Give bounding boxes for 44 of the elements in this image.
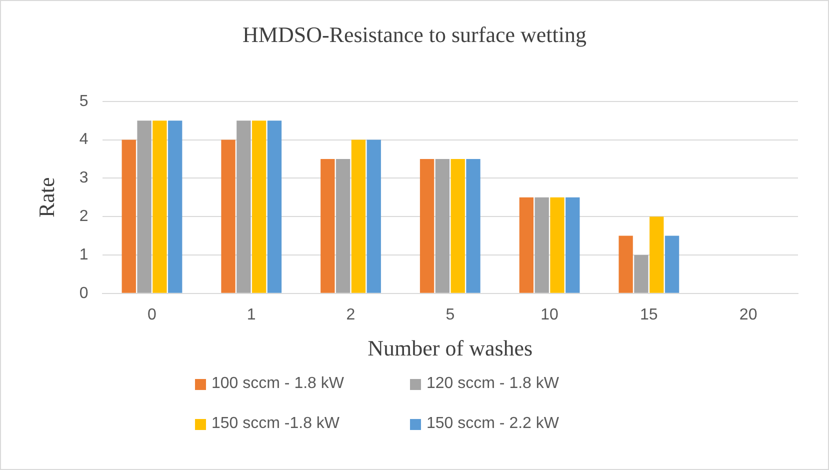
bar bbox=[420, 159, 434, 293]
bar bbox=[366, 140, 381, 293]
bar bbox=[236, 120, 251, 293]
x-tick-label: 1 bbox=[246, 306, 256, 324]
bar bbox=[618, 236, 633, 293]
bar bbox=[122, 140, 136, 293]
bar bbox=[519, 197, 534, 293]
bar bbox=[336, 159, 350, 293]
bar bbox=[351, 140, 366, 293]
bar bbox=[550, 197, 564, 293]
bar bbox=[168, 120, 182, 293]
y-tick-label: 0 bbox=[79, 284, 88, 302]
bar bbox=[450, 159, 465, 293]
x-tick-label: 15 bbox=[640, 306, 658, 324]
bar bbox=[267, 120, 282, 293]
y-tick-label: 2 bbox=[79, 208, 88, 226]
x-axis-title: Number of washes bbox=[368, 336, 533, 361]
y-tick-label: 1 bbox=[79, 246, 88, 264]
x-tick-label: 20 bbox=[739, 306, 758, 324]
y-tick-label: 3 bbox=[79, 170, 88, 187]
y-tick-label: 5 bbox=[79, 92, 88, 110]
bar bbox=[137, 120, 152, 293]
x-tick-label: 10 bbox=[540, 306, 559, 324]
bar bbox=[634, 255, 648, 293]
x-tick-label: 2 bbox=[346, 306, 356, 324]
bar bbox=[152, 120, 167, 293]
bar bbox=[650, 216, 664, 293]
bar bbox=[466, 159, 480, 293]
bar bbox=[566, 197, 580, 293]
bar bbox=[534, 197, 549, 293]
chart-title: HMDSO-Resistance to surface wetting bbox=[242, 22, 586, 47]
bar bbox=[252, 120, 266, 293]
bar bbox=[320, 159, 335, 293]
legend-label: 150 sccm -1.8 kW bbox=[212, 415, 340, 433]
y-tick-label: 4 bbox=[79, 131, 88, 148]
legend-label: 150 sccm - 2.2 kW bbox=[426, 415, 559, 433]
x-tick-label: 0 bbox=[148, 306, 157, 324]
bar bbox=[435, 159, 450, 293]
legend-label: 100 sccm - 1.8 kW bbox=[212, 375, 344, 393]
x-tick-label: 5 bbox=[446, 306, 455, 324]
bar bbox=[221, 140, 236, 293]
legend-label: 120 sccm - 1.8 kW bbox=[426, 375, 559, 393]
bar bbox=[664, 236, 680, 293]
y-axis-title: Rate bbox=[34, 177, 59, 218]
